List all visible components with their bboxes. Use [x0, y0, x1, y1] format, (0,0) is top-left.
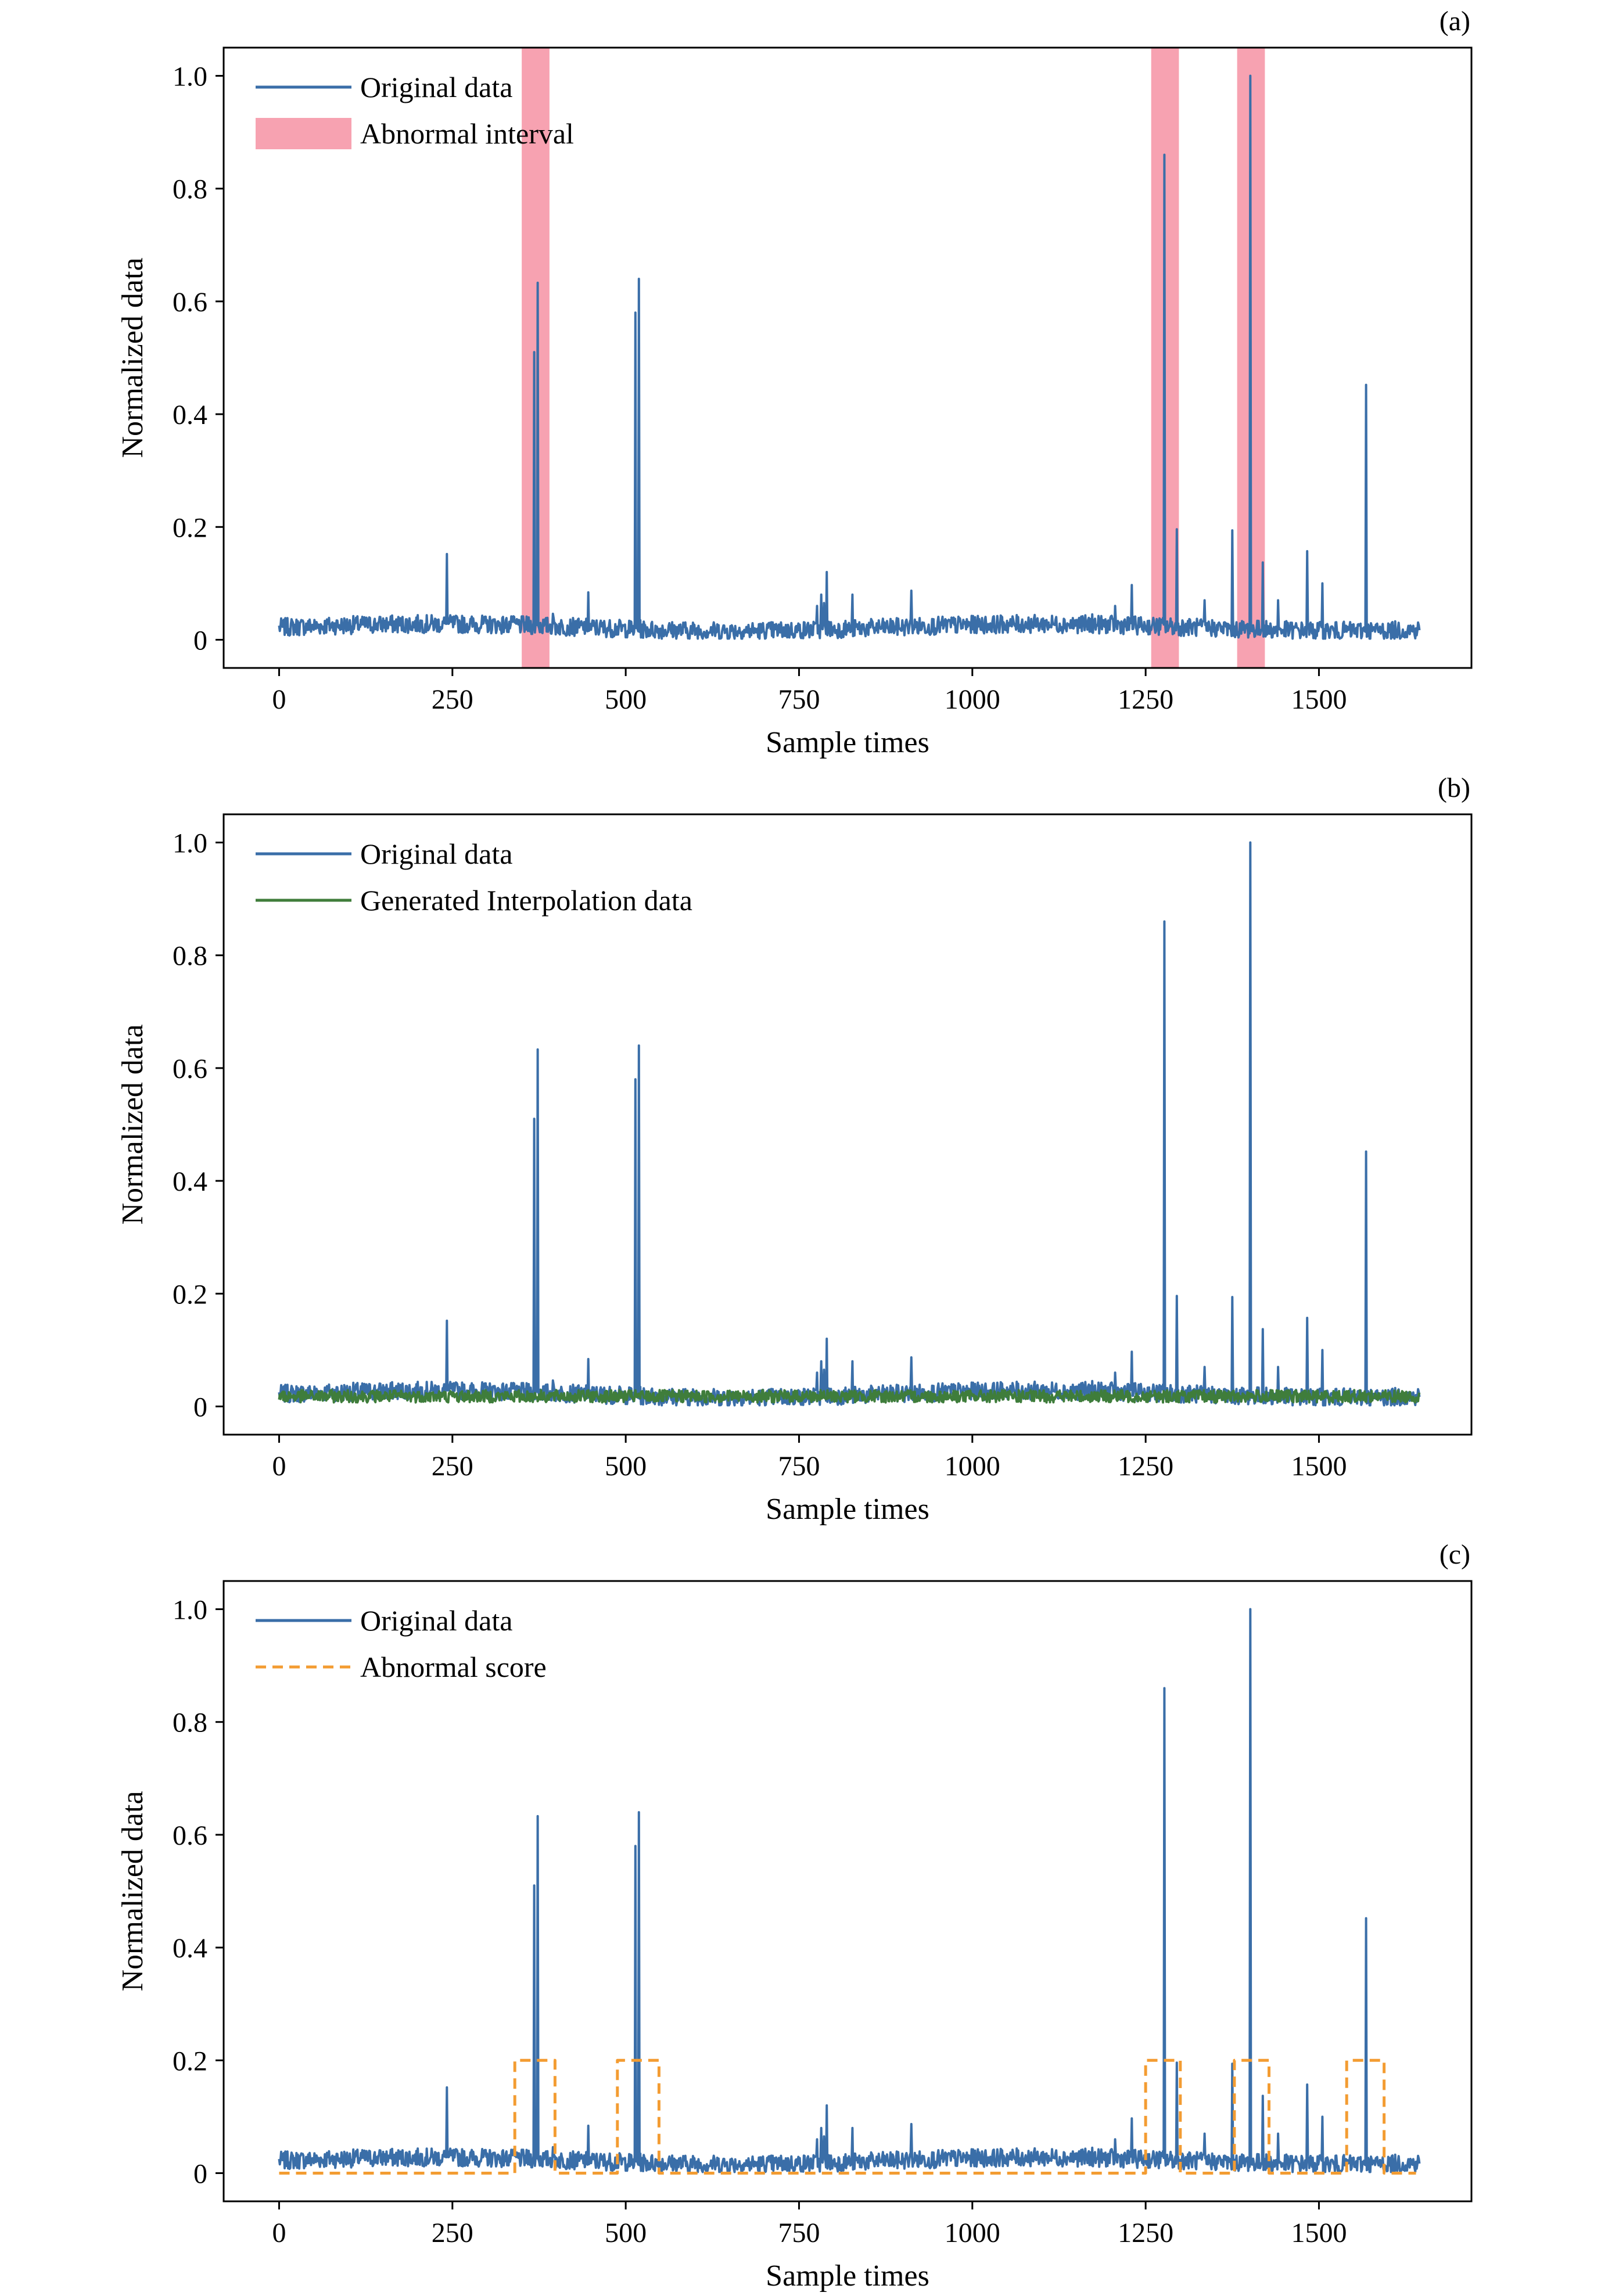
x-tick-label-1000: 1000 [945, 2218, 1000, 2248]
plot-area [278, 841, 1421, 1407]
legend: Original data Generated Interpolation dat… [256, 838, 692, 917]
x-axis-label: Sample times [766, 726, 929, 759]
y-tick-label-0: 0 [193, 1392, 207, 1422]
x-tick-label-500: 500 [605, 684, 647, 715]
legend-label-0: Original data [360, 838, 512, 870]
y-axis-label: Normalized data [116, 257, 149, 458]
y-tick-label-4: 0.8 [173, 941, 207, 972]
plot-frame [222, 1580, 1473, 2202]
x-tick-label-750: 750 [778, 2218, 820, 2248]
x-tick-label-1250: 1250 [1118, 2218, 1173, 2248]
legend-label-0: Original data [360, 71, 512, 103]
x-tick-label-1500: 1500 [1291, 684, 1347, 715]
x-tick-label-1500: 1500 [1291, 2218, 1347, 2248]
panel-c: 0 250 500 750 1000 1250 1500 0 0.2 0.4 0.6 0.8 1.0 Sa… [116, 1539, 1473, 2293]
plot-area [278, 74, 1421, 640]
x-axis-label: Sample times [766, 1493, 929, 1526]
x-tick-label-250: 250 [432, 684, 473, 715]
x-axis-label: Sample times [766, 2259, 929, 2293]
y-tick-label-1: 0.2 [173, 512, 207, 543]
y-tick-label-0: 0 [193, 625, 207, 656]
x-tick-label-0: 0 [272, 2218, 286, 2248]
y-tick-label-5: 1.0 [173, 828, 207, 859]
legend-label-0: Original data [360, 1604, 512, 1637]
panel-b: 0 250 500 750 1000 1250 1500 0 0.2 0.4 0.6 0.8 1.0 Sa… [116, 772, 1473, 1526]
y-tick-label-3: 0.6 [173, 1054, 207, 1084]
y-tick-label-4: 0.8 [173, 1708, 207, 1738]
series-original-data [278, 74, 1421, 640]
x-tick-label-250: 250 [432, 2218, 473, 2248]
plot-frame [222, 46, 1473, 669]
y-tick-label-2: 0.4 [173, 400, 207, 430]
y-tick-label-5: 1.0 [173, 1595, 207, 1626]
x-tick-label-0: 0 [272, 1451, 286, 1482]
y-tick-label-1: 0.2 [173, 2046, 207, 2076]
panel-label: (a) [1440, 6, 1470, 37]
series-abnormal-score [279, 2058, 1416, 2175]
series-generated-interpolation-data [278, 1389, 1421, 1404]
x-tick-label-1500: 1500 [1291, 1451, 1347, 1482]
y-tick-label-0: 0 [193, 2158, 207, 2189]
y-axis-label: Normalized data [116, 1024, 149, 1224]
x-tick-label-250: 250 [432, 1451, 473, 1482]
panel-label: (c) [1440, 1539, 1470, 1570]
legend-label-1: Generated Interpolation data [360, 884, 692, 917]
plot-frame [222, 813, 1473, 1436]
x-tick-label-1000: 1000 [945, 684, 1000, 715]
legend-label-1: Abnormal score [360, 1651, 547, 1683]
legend-label-1: Abnormal interval [360, 117, 574, 150]
x-tick-label-750: 750 [778, 684, 820, 715]
x-tick-label-1000: 1000 [945, 1451, 1000, 1482]
x-tick-label-500: 500 [605, 1451, 647, 1482]
panel-label: (b) [1438, 772, 1470, 803]
y-tick-label-1: 0.2 [173, 1279, 207, 1310]
panel-a: 0 250 500 750 1000 1250 1500 0 0.2 0.4 0.6 0.8 1.0 Sa… [116, 6, 1473, 759]
y-tick-label-3: 0.6 [173, 287, 207, 318]
x-tick-label-1250: 1250 [1118, 1451, 1173, 1482]
y-tick-label-5: 1.0 [173, 62, 207, 92]
x-tick-label-0: 0 [272, 684, 286, 715]
y-tick-label-2: 0.4 [173, 1933, 207, 1964]
y-tick-label-3: 0.6 [173, 1820, 207, 1851]
legend-swatch-1 [256, 118, 351, 149]
series-original-data [278, 1608, 1421, 2173]
legend: Original data Abnormal score [256, 1604, 547, 1683]
x-tick-label-750: 750 [778, 1451, 820, 1482]
plot-area [278, 1608, 1421, 2175]
x-tick-label-500: 500 [605, 2218, 647, 2248]
y-tick-label-4: 0.8 [173, 174, 207, 205]
y-axis-label: Normalized data [116, 1791, 149, 1991]
legend: Original data Abnormal interval [256, 71, 574, 150]
x-tick-label-1250: 1250 [1118, 684, 1173, 715]
y-tick-label-2: 0.4 [173, 1166, 207, 1197]
